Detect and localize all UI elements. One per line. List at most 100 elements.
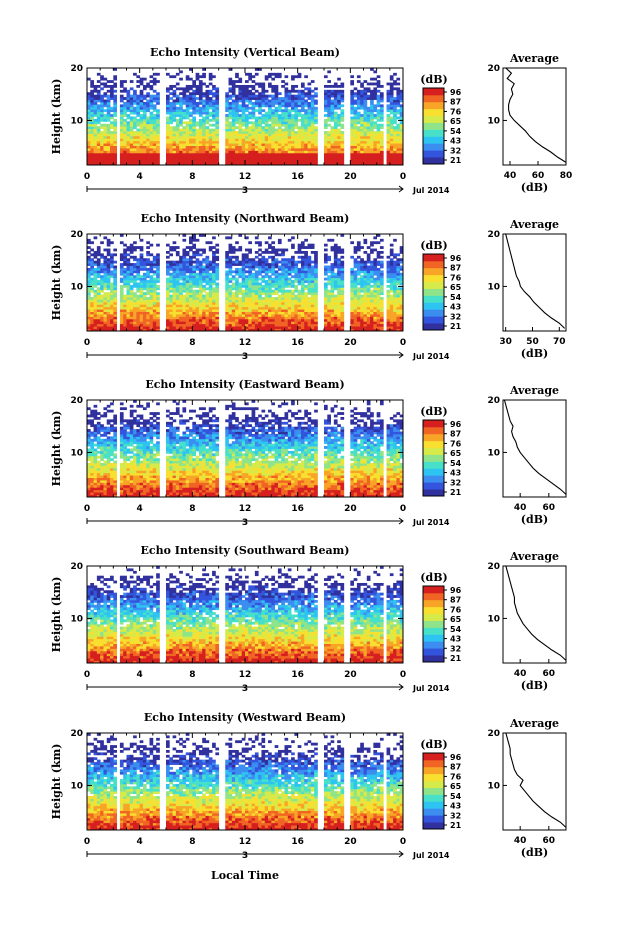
heatmap-cell: [100, 123, 104, 127]
heatmap-cell: [310, 109, 315, 113]
heatmap-cell: [376, 157, 381, 161]
heatmap-cell: [231, 155, 236, 159]
heatmap-cell: [169, 326, 173, 329]
heatmap-cell: [192, 328, 197, 332]
heatmap-cell: [231, 250, 236, 254]
heatmap-cell: [363, 145, 368, 149]
heatmap-cell: [340, 148, 345, 151]
heatmap-cell: [251, 157, 256, 161]
heatmap-cell: [103, 116, 108, 120]
heatmap-cell: [179, 133, 183, 137]
heatmap-cell: [152, 265, 157, 269]
heatmap-cell: [182, 328, 187, 332]
heatmap-cell: [277, 104, 282, 108]
heatmap-cell: [245, 87, 249, 91]
heatmap-cell: [245, 97, 249, 100]
heatmap-cell: [152, 126, 157, 130]
heatmap-cell: [179, 97, 183, 100]
heatmap-cell: [192, 246, 197, 249]
heatmap-cell: [271, 148, 276, 151]
heatmap-cell: [96, 294, 101, 298]
heatmap-cell: [126, 128, 131, 132]
heatmap-cell: [291, 97, 295, 100]
heatmap-cell: [212, 294, 216, 298]
heatmap-cell: [248, 155, 252, 159]
heatmap-cell: [297, 97, 302, 100]
heatmap-cell: [142, 318, 147, 322]
heatmap-cell: [139, 92, 144, 96]
x-tick-label: 16: [291, 172, 304, 182]
heatmap-cell: [238, 84, 243, 88]
heatmap-cell: [238, 309, 243, 312]
heatmap-cell: [294, 280, 299, 283]
heatmap-cell: [185, 270, 190, 274]
heatmap-cell: [294, 148, 299, 151]
heatmap-cell: [284, 121, 289, 125]
heatmap-cell: [231, 263, 236, 266]
heatmap-cell: [314, 145, 318, 149]
heatmap-cell: [235, 294, 239, 298]
heatmap-cell: [198, 106, 203, 110]
heatmap-cell: [330, 277, 335, 281]
heatmap-cell: [185, 75, 190, 79]
heatmap-cell: [106, 250, 111, 254]
heatmap-cell: [238, 97, 243, 100]
heatmap-cell: [291, 265, 295, 269]
heatmap-cell: [307, 263, 312, 266]
heatmap-cell: [119, 128, 124, 132]
heatmap-cell: [225, 106, 229, 110]
heatmap-cell: [231, 301, 236, 305]
heatmap-cell: [172, 306, 177, 310]
heatmap-cell: [136, 267, 141, 271]
heatmap-cell: [208, 277, 213, 281]
heatmap-cell: [274, 133, 279, 137]
heatmap-cell: [370, 133, 374, 137]
heatmap-cell: [103, 162, 108, 166]
heatmap-cell: [87, 143, 91, 146]
heatmap-cell: [287, 277, 292, 281]
heatmap-cell: [330, 246, 335, 249]
heatmap-cell: [337, 131, 341, 134]
heatmap-cell: [103, 148, 108, 151]
heatmap-cell: [291, 133, 295, 137]
heatmap-cell: [258, 131, 262, 134]
heatmap-cell: [133, 311, 137, 315]
heatmap-cell: [261, 140, 266, 144]
heatmap-cell: [238, 148, 243, 151]
heatmap-cell: [202, 289, 206, 293]
heatmap-cell: [166, 152, 170, 156]
heatmap-cell: [208, 289, 213, 293]
heatmap-cell: [93, 145, 98, 149]
heatmap-cell: [314, 109, 318, 113]
heatmap-cell: [156, 299, 160, 303]
heatmap-cell: [225, 118, 229, 122]
heatmap-cell: [123, 323, 127, 327]
heatmap-cell: [261, 316, 266, 320]
heatmap-cell: [248, 241, 252, 245]
heatmap-cell: [337, 118, 341, 122]
heatmap-cell: [327, 89, 331, 93]
heatmap-cell: [87, 289, 91, 293]
heatmap-cell: [189, 145, 193, 149]
heatmap-cell: [291, 326, 295, 329]
heatmap-cell: [245, 123, 249, 127]
heatmap-cell: [370, 94, 374, 98]
heatmap-cell: [225, 114, 229, 117]
heatmap-cell: [340, 328, 345, 332]
heatmap-cell: [119, 304, 124, 308]
heatmap-cell: [241, 316, 246, 320]
heatmap-cell: [264, 104, 269, 108]
heatmap-cell: [228, 128, 233, 132]
heatmap-cell: [179, 326, 183, 329]
heatmap-cell: [254, 116, 259, 120]
heatmap-cell: [166, 328, 170, 332]
heatmap-cell: [271, 94, 276, 98]
heatmap-cell: [129, 126, 134, 130]
heatmap-cell: [235, 99, 239, 103]
heatmap-cell: [202, 68, 206, 71]
heatmap-cell: [340, 323, 345, 327]
heatmap-cell: [235, 145, 239, 149]
heatmap-cell: [238, 263, 243, 266]
heatmap-cell: [340, 318, 345, 322]
heatmap-cell: [268, 118, 272, 122]
